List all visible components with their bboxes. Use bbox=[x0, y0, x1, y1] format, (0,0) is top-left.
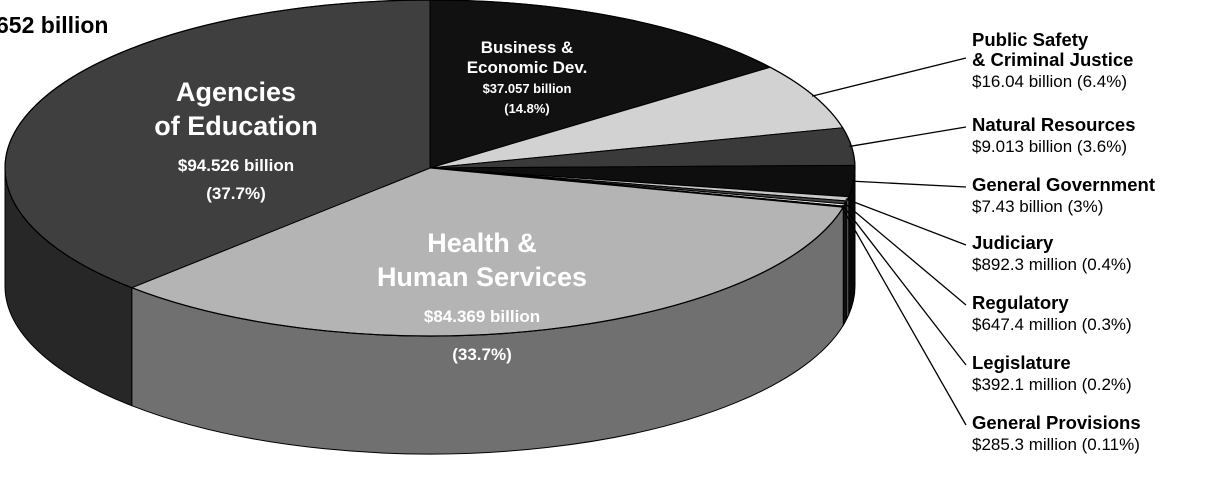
leader-lines bbox=[811, 57, 967, 426]
slice-label-name: Business & bbox=[481, 38, 574, 57]
pie-outline bbox=[4, 0, 856, 337]
slice-label-value: $285.3 million (0.11%) bbox=[972, 435, 1140, 454]
slice-label-value: $9.013 billion (3.6%) bbox=[972, 137, 1127, 156]
pie-top bbox=[4, 0, 856, 337]
slice-label-name: Natural Resources bbox=[972, 114, 1135, 135]
slice-label-name: Agencies bbox=[176, 77, 296, 107]
slice-label-value: $892.3 million (0.4%) bbox=[972, 255, 1132, 274]
slice-label-name: General Government bbox=[972, 174, 1155, 195]
slice-label-name: General Provisions bbox=[972, 412, 1141, 433]
slice-labels: Business &Economic Dev. $37.057 billion (1… bbox=[154, 29, 1155, 454]
slice-label-amount: $94.526 billion bbox=[178, 156, 294, 175]
slice-label-name: Regulatory bbox=[972, 292, 1069, 313]
slice-label-name2: Economic Dev. bbox=[467, 58, 588, 77]
slice-label-pct: (33.7%) bbox=[452, 345, 512, 364]
leader-line bbox=[841, 206, 967, 426]
leader-line bbox=[849, 126, 967, 148]
slice-label-name: Health & bbox=[427, 228, 537, 258]
slice-label-amount: $37.057 billion bbox=[483, 81, 572, 96]
slice-label-name2: of Education bbox=[154, 111, 318, 141]
leader-line bbox=[851, 180, 967, 188]
slice-label-name: Legislature bbox=[972, 352, 1071, 373]
slice-label-value: $7.43 billion (3%) bbox=[972, 197, 1103, 216]
slice-label-value: $647.4 million (0.3%) bbox=[972, 315, 1132, 334]
slice-label-pct: (37.7%) bbox=[206, 184, 266, 203]
slice-label-name: Public Safety bbox=[972, 29, 1089, 50]
slice-label-value: $392.1 million (0.2%) bbox=[972, 375, 1132, 394]
slice-label-name: Judiciary bbox=[972, 232, 1054, 253]
slice-label-value: $16.04 billion (6.4%) bbox=[972, 72, 1127, 91]
leader-line bbox=[811, 57, 967, 97]
slice-label-name2: Human Services bbox=[377, 262, 587, 292]
chart-title: 652 billion bbox=[0, 12, 108, 38]
leader-line bbox=[845, 198, 967, 246]
slice-label-amount: $84.369 billion bbox=[424, 307, 540, 326]
slice-label-pct: (14.8%) bbox=[504, 101, 550, 116]
slice-label-name2: & Criminal Justice bbox=[972, 49, 1133, 70]
leader-line bbox=[842, 204, 967, 366]
leader-line bbox=[843, 201, 967, 306]
